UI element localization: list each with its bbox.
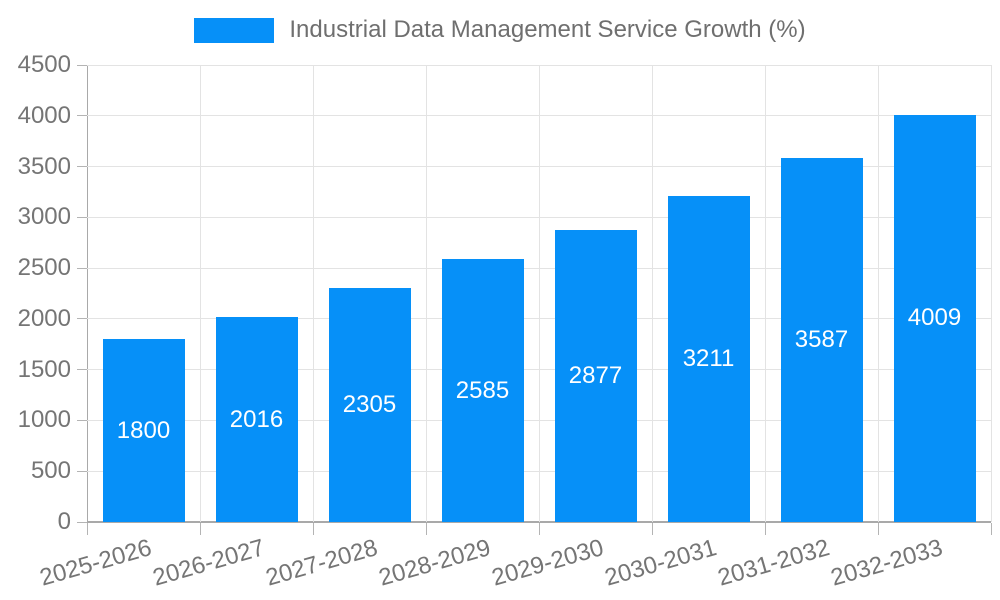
x-axis-tick (199, 523, 201, 535)
legend[interactable]: Industrial Data Management Service Growt… (0, 16, 1000, 44)
bar-2026-2027[interactable]: 2016 (215, 317, 298, 522)
y-axis-tick (77, 369, 87, 371)
y-axis-tick-label: 0 (57, 508, 71, 535)
bar-value-label: 2877 (568, 361, 623, 389)
y-axis-tick-label: 2000 (17, 304, 71, 332)
bar-2028-2029[interactable]: 2585 (441, 259, 524, 522)
x-axis-tick (312, 523, 314, 535)
y-axis-tick-label: 4000 (17, 101, 71, 129)
bar-value-label: 2585 (455, 376, 510, 404)
v-gridline (312, 65, 314, 522)
y-axis-tick-label: 1500 (17, 355, 71, 383)
bar-value-label: 3211 (682, 344, 735, 372)
y-axis-tick (77, 166, 87, 168)
x-axis-tick-label: 2028-2029 (375, 534, 494, 592)
bar-value-label: 2305 (342, 390, 397, 418)
v-gridline (877, 65, 879, 522)
v-gridline (538, 65, 540, 522)
y-axis-tick-label: 500 (30, 457, 71, 485)
y-axis-tick-label: 4500 (17, 51, 71, 78)
y-axis-tick (77, 521, 87, 523)
x-axis-tick (86, 523, 88, 535)
x-axis-tick (651, 523, 653, 535)
bar-2030-2031[interactable]: 3211 (667, 195, 750, 522)
y-axis-tick-label: 3000 (17, 203, 71, 231)
bar-value-label: 1800 (116, 416, 171, 444)
bar-2029-2030[interactable]: 2877 (554, 229, 637, 522)
y-axis-line (87, 65, 88, 522)
bar-value-label: 2016 (229, 405, 284, 433)
y-axis-tick (77, 318, 87, 320)
x-axis-tick-label: 2032-2033 (827, 534, 946, 592)
y-axis-tick (77, 115, 87, 117)
x-axis-tick-label: 2029-2030 (488, 534, 607, 592)
bar-2031-2032[interactable]: 3587 (780, 157, 863, 522)
y-axis-tick (77, 419, 87, 421)
x-axis-tick-label: 2030-2031 (601, 534, 720, 592)
x-axis-tick (990, 523, 992, 535)
x-axis-line (87, 521, 991, 523)
v-gridline (425, 65, 427, 522)
y-axis-tick-label: 2500 (17, 254, 71, 282)
x-axis-tick-label: 2026-2027 (149, 534, 268, 592)
v-gridline (651, 65, 653, 522)
x-axis-tick (538, 523, 540, 535)
y-axis-tick (77, 216, 87, 218)
v-gridline (990, 65, 992, 522)
y-axis-tick (77, 267, 87, 269)
legend-label: Industrial Data Management Service Growt… (289, 16, 806, 43)
y-axis-tick (77, 64, 87, 66)
y-axis-tick-label: 1000 (17, 406, 71, 434)
x-axis-tick (764, 523, 766, 535)
bar-2032-2033[interactable]: 4009 (893, 114, 976, 522)
bar-2025-2026[interactable]: 1800 (102, 339, 185, 522)
x-axis-tick (877, 523, 879, 535)
bar-2027-2028[interactable]: 2305 (328, 287, 411, 522)
bar-value-label: 4009 (907, 304, 962, 332)
x-axis-tick-label: 2025-2026 (36, 534, 155, 592)
y-axis-tick (77, 470, 87, 472)
v-gridline (199, 65, 201, 522)
x-axis-tick-label: 2031-2032 (714, 534, 833, 592)
bar-value-label: 3587 (794, 325, 849, 353)
y-axis-tick-label: 3500 (17, 152, 71, 180)
v-gridline (764, 65, 766, 522)
legend-swatch-icon (194, 17, 275, 43)
plot-area: 1800 2016 2305 2585 2877 3211 3587 4009 (87, 64, 992, 523)
x-axis-tick-label: 2027-2028 (262, 534, 381, 592)
x-axis-tick (425, 523, 427, 535)
